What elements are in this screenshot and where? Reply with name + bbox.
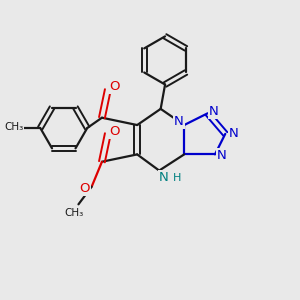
Text: O: O — [109, 125, 119, 138]
Text: CH₃: CH₃ — [4, 122, 23, 132]
Text: N: N — [229, 127, 238, 140]
Text: CH₃: CH₃ — [64, 208, 84, 218]
Text: N: N — [159, 171, 169, 184]
Text: O: O — [79, 182, 90, 195]
Text: O: O — [109, 80, 119, 93]
Text: H: H — [173, 173, 182, 183]
Text: N: N — [217, 149, 226, 162]
Text: N: N — [174, 115, 184, 128]
Text: N: N — [209, 105, 219, 118]
